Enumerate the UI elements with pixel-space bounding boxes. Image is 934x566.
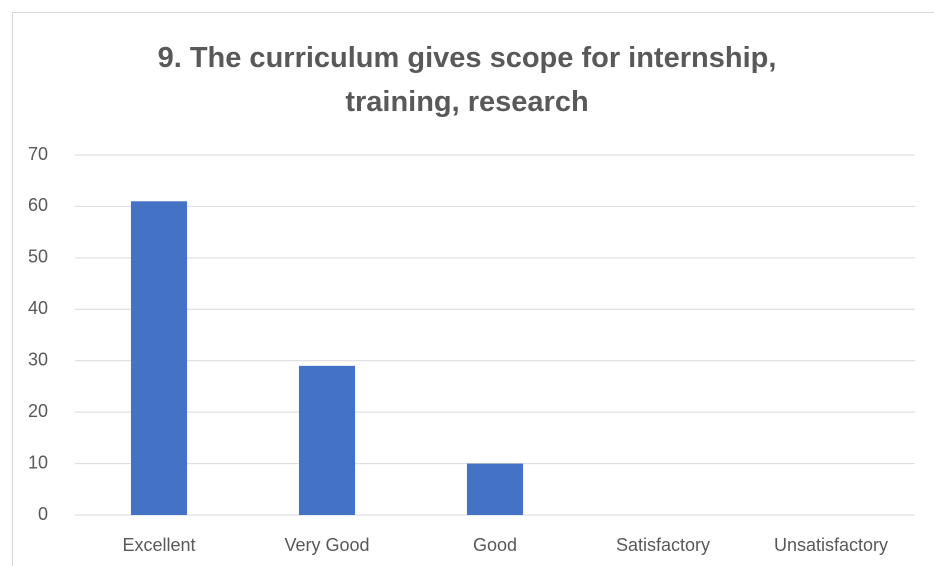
y-tick-label: 0 xyxy=(38,504,48,524)
bar xyxy=(130,201,188,516)
bar xyxy=(466,463,524,515)
y-tick-label: 10 xyxy=(28,452,48,472)
y-tick-label: 30 xyxy=(28,349,48,369)
x-tick-label: Good xyxy=(473,535,517,555)
y-tick-label: 40 xyxy=(28,298,48,318)
y-tick-label: 20 xyxy=(28,401,48,421)
y-tick-label: 70 xyxy=(28,144,48,164)
x-tick-label: Satisfactory xyxy=(616,535,710,555)
y-tick-label: 60 xyxy=(28,195,48,215)
x-tick-label: Excellent xyxy=(122,535,195,555)
x-tick-label: Very Good xyxy=(284,535,369,555)
bar xyxy=(298,365,356,515)
x-tick-label: Unsatisfactory xyxy=(774,535,888,555)
y-tick-label: 50 xyxy=(28,247,48,267)
chart-frame xyxy=(12,12,934,566)
chart-title: 9. The curriculum gives scope for intern… xyxy=(157,42,777,118)
